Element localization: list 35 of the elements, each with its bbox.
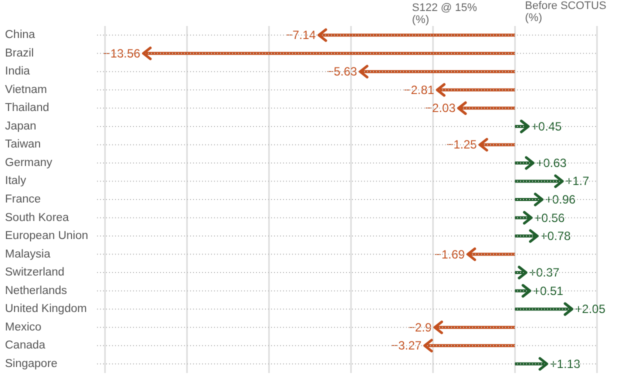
data-label: −2.81 — [404, 82, 435, 97]
data-label: +1.7 — [565, 174, 590, 188]
data-label: −2.03 — [425, 101, 456, 116]
data-label: +1.13 — [550, 356, 581, 371]
y-tick-label: Switzerland — [5, 266, 64, 279]
data-label: +0.51 — [532, 284, 564, 298]
data-label: −1.25 — [446, 138, 478, 152]
annotation: S122 @ 15% (%) — [412, 2, 480, 26]
y-tick-label: China — [5, 29, 36, 42]
y-tick-label: Malaysia — [5, 248, 51, 260]
y-tick-label: Brazil — [5, 47, 34, 60]
data-label: +2.05 — [575, 302, 606, 316]
y-tick-label: Netherlands — [5, 284, 68, 297]
y-tick-label: Singapore — [5, 358, 58, 370]
data-label: +0.56 — [534, 210, 565, 225]
data-label: −1.69 — [434, 247, 466, 262]
y-tick-label: Mexico — [5, 321, 42, 334]
y-tick-label: United Kingdom — [5, 303, 87, 316]
y-tick-label: Germany — [5, 156, 53, 169]
data-label: −3.27 — [391, 338, 422, 353]
data-label: −7.14 — [285, 28, 316, 42]
y-tick-label: Canada — [5, 340, 46, 352]
y-tick-label: Vietnam — [5, 84, 47, 96]
data-label: −2.9 — [408, 320, 432, 334]
y-tick-label: France — [5, 194, 41, 206]
y-tick-label: South Korea — [5, 212, 70, 224]
y-tick-label: Italy — [5, 175, 26, 188]
data-label: −5.63 — [326, 64, 358, 79]
y-tick-label: European Union — [5, 230, 88, 242]
text: Before SCOTUS (%) — [525, 0, 610, 24]
y-tick-label: India — [5, 66, 31, 78]
y-tick-label: Thailand — [5, 102, 50, 114]
data-label: −13.56 — [103, 46, 141, 60]
y-tick-label: Japan — [5, 120, 36, 132]
y-tick-label: Taiwan — [5, 138, 41, 151]
